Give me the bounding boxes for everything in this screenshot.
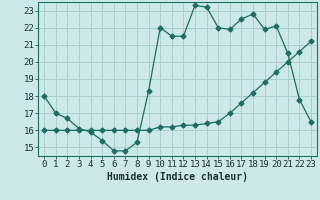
X-axis label: Humidex (Indice chaleur): Humidex (Indice chaleur) xyxy=(107,172,248,182)
